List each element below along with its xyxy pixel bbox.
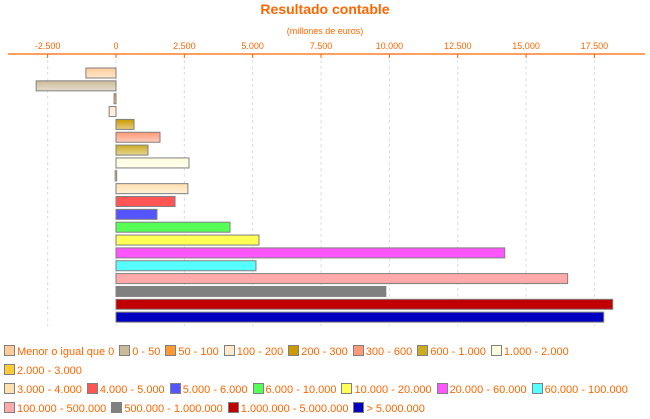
legend-label: 100 - 200 [236, 346, 284, 358]
legend-swatch [119, 345, 131, 356]
bar [115, 144, 149, 156]
legend-item: 50 - 100 [165, 343, 219, 362]
tick-label: 2.500 [173, 41, 196, 51]
legend-swatch [252, 383, 264, 394]
bar [115, 273, 569, 285]
legend-item: 10.000 - 20.000 [341, 381, 432, 400]
tick-label: 7.500 [310, 41, 333, 51]
legend-swatch [227, 402, 239, 413]
legend-swatch [4, 364, 15, 375]
legend-label: 4.000 - 5.000 [99, 384, 165, 396]
legend-label: 300 - 600 [365, 346, 413, 358]
bar [115, 131, 161, 143]
legend-swatch [352, 345, 364, 356]
bar [115, 260, 257, 272]
legend-label: 1.000 - 2.000 [503, 346, 569, 358]
legend-item: 3.000 - 4.000 [4, 381, 82, 400]
bar [35, 80, 117, 92]
legend-swatch [4, 383, 15, 394]
legend-label: 1.000.000 - 5.000.000 [240, 403, 349, 415]
tick-label: -2.500 [35, 41, 61, 51]
legend-item: 100 - 200 [223, 343, 284, 362]
legend-label: 50 - 100 [178, 346, 219, 358]
legend-label: 10.000 - 20.000 [354, 384, 432, 396]
legend-label: 6.000 - 10.000 [265, 384, 337, 396]
legend-item: 500.000 - 1.000.000 [111, 400, 223, 419]
legend-item: 0 - 50 [119, 343, 160, 362]
tick-label: 17.500 [581, 41, 609, 51]
bar [115, 311, 605, 323]
bar [115, 183, 189, 195]
legend-swatch [169, 383, 181, 394]
bar [115, 247, 506, 259]
bar [115, 157, 190, 169]
legend-label: 20.000 - 60.000 [449, 384, 527, 396]
bar [115, 234, 260, 246]
legend-label: > 5.000.000 [366, 403, 425, 415]
tick-label: 15.000 [512, 41, 540, 51]
legend-swatch [165, 345, 177, 356]
tick-label: 10.000 [376, 41, 404, 51]
legend-swatch [436, 383, 448, 394]
legend-swatch [111, 402, 123, 413]
legend-label: 200 - 300 [301, 346, 348, 358]
chart-subtitle: (millones de euros) [286, 26, 364, 36]
bar [108, 106, 117, 118]
bar [114, 170, 118, 182]
tick-label: 12.500 [444, 41, 472, 51]
legend-label: 2.000 - 3.000 [17, 365, 82, 377]
legend-item: 300 - 600 [352, 343, 413, 362]
bar-chart: -2.500 0 2.500 5.000 7.500 10.000 12.500 15.000… [8, 41, 645, 326]
tick-label: 5.000 [241, 41, 264, 51]
legend-item: 2.000 - 3.000 [4, 362, 82, 381]
legend-swatch [86, 383, 98, 394]
legend-item: 100.000 - 500.000 [4, 400, 106, 419]
legend-item: 4.000 - 5.000 [86, 381, 165, 400]
legend-swatch [490, 345, 502, 356]
legend-swatch [353, 402, 365, 413]
legend-swatch [531, 383, 543, 394]
legend: Menor o igual que 0 0 - 50 50 - 100 100 - 2… [4, 343, 650, 419]
bar [115, 118, 135, 130]
legend-item: 20.000 - 60.000 [436, 381, 527, 400]
legend-swatch [223, 345, 235, 356]
legend-label: 500.000 - 1.000.000 [124, 403, 223, 415]
tick-label: 0 [113, 41, 118, 51]
legend-swatch [288, 345, 300, 356]
legend-label: 3.000 - 4.000 [17, 384, 82, 396]
bar [115, 298, 614, 310]
legend-swatch [4, 345, 15, 356]
chart-title: Resultado contable [260, 1, 390, 17]
legend-item: 6.000 - 10.000 [252, 381, 337, 400]
legend-swatch [417, 345, 429, 356]
bar [115, 208, 158, 220]
legend-label: 5.000 - 6.000 [182, 384, 248, 396]
legend-label: 0 - 50 [132, 346, 161, 358]
legend-label: 600 - 1.000 [430, 346, 486, 358]
legend-swatch [341, 383, 353, 394]
legend-item: > 5.000.000 [353, 400, 425, 419]
bar [115, 196, 176, 207]
legend-label: 100.000 - 500.000 [17, 403, 107, 415]
bar [85, 67, 117, 79]
bar [115, 221, 231, 233]
legend-swatch [4, 402, 15, 413]
legend-label: Menor o igual que 0 [17, 346, 115, 358]
legend-item: Menor o igual que 0 [4, 343, 114, 362]
legend-item: 1.000.000 - 5.000.000 [227, 400, 349, 419]
legend-item: 600 - 1.000 [417, 343, 486, 362]
legend-item: 200 - 300 [288, 343, 348, 362]
legend-item: 60.000 - 100.000 [531, 381, 628, 400]
bar [113, 93, 117, 105]
legend-item: 5.000 - 6.000 [169, 381, 248, 400]
legend-item: 1.000 - 2.000 [490, 343, 569, 362]
bar [115, 285, 387, 297]
legend-label: 60.000 - 100.000 [544, 384, 628, 396]
